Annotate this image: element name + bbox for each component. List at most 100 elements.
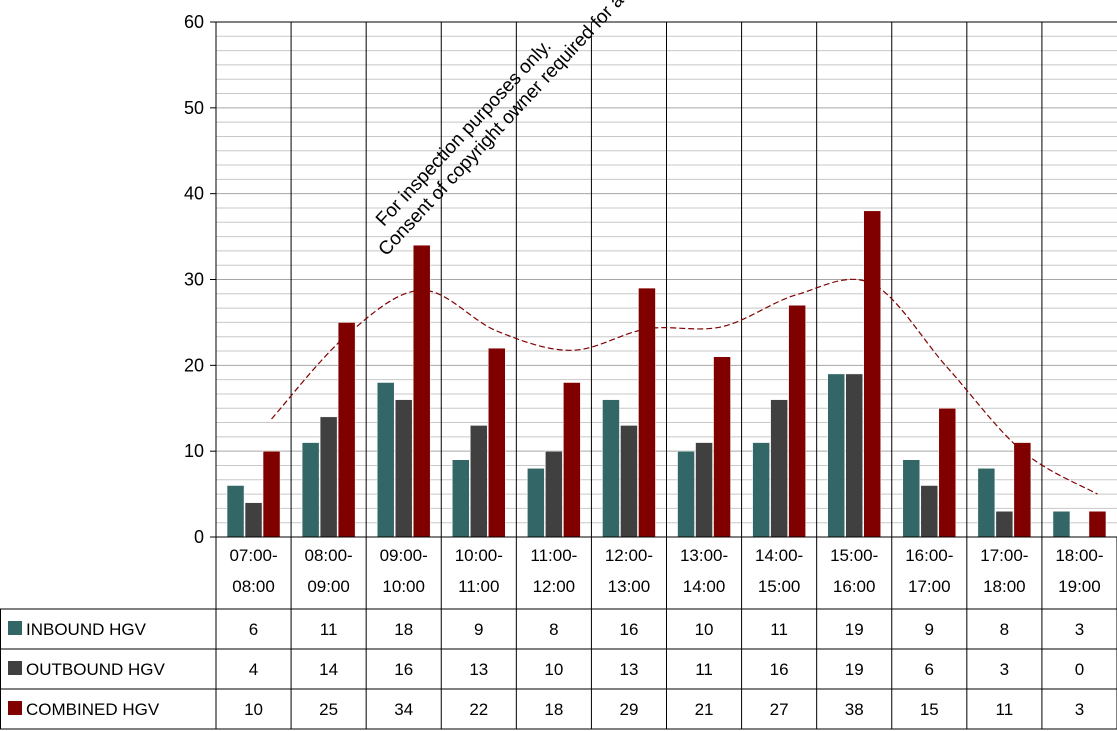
x-category-label: 09:00 <box>307 577 350 596</box>
table-row-label: COMBINED HGV <box>26 700 160 719</box>
x-category-label: 15:00- <box>830 546 878 565</box>
bar-inbound-hgv-3 <box>376 382 395 538</box>
x-category-label: 14:00- <box>755 546 803 565</box>
bar-outbound-hgv-7 <box>695 442 713 538</box>
table-cell: 29 <box>619 700 638 719</box>
x-category-label: 08:00 <box>232 577 275 596</box>
y-tick-label: 10 <box>184 441 204 461</box>
y-tick-label: 0 <box>194 527 204 547</box>
bar-outbound-hgv-9 <box>845 373 863 538</box>
table-cell: 18 <box>544 700 563 719</box>
table-cell: 3 <box>1075 620 1084 639</box>
x-category-label: 13:00- <box>680 546 728 565</box>
legend-key-inbound-hgv <box>8 621 22 635</box>
x-category-label: 10:00 <box>382 577 425 596</box>
table-cell: 13 <box>469 660 488 679</box>
table-cell: 25 <box>319 700 338 719</box>
combined-trendline <box>271 278 1098 495</box>
x-category-label: 09:00- <box>380 546 428 565</box>
x-category-label: 17:00- <box>980 546 1028 565</box>
bar-inbound-hgv-1 <box>226 485 245 538</box>
x-category-label: 19:00 <box>1058 577 1101 596</box>
x-category-label: 15:00 <box>758 577 801 596</box>
table-cell: 11 <box>695 660 713 679</box>
legend-key-outbound-hgv <box>8 661 22 675</box>
table-cell: 38 <box>845 700 864 719</box>
table-cell: 11 <box>770 620 788 639</box>
bar-combined-hgv-1 <box>262 450 281 538</box>
gridlines <box>216 21 1117 538</box>
table-cell: 18 <box>394 620 413 639</box>
bar-outbound-hgv-6 <box>620 425 638 538</box>
y-tick-label: 30 <box>184 270 204 290</box>
x-category-label: 13:00 <box>608 577 651 596</box>
bar-combined-hgv-2 <box>337 322 356 538</box>
bar-inbound-hgv-10 <box>902 459 921 538</box>
data-table: INBOUND HGV 6 11 18 9 8 16 10 11 19 9 8 3 OUTBOUND HG… <box>0 537 1117 730</box>
table-cell: 0 <box>1075 660 1084 679</box>
bar-combined-hgv-10 <box>938 408 957 538</box>
bar-outbound-hgv-4 <box>470 425 488 538</box>
y-tick-label: 40 <box>184 184 204 204</box>
table-cell: 10 <box>695 620 714 639</box>
x-category-label: 18:00- <box>1055 546 1103 565</box>
bar-outbound-hgv-1 <box>244 502 263 538</box>
y-tick-label: 20 <box>184 355 204 375</box>
table-cell: 8 <box>549 620 558 639</box>
x-category-label: 16:00- <box>905 546 953 565</box>
x-category-label: 16:00 <box>833 577 876 596</box>
table-row-label: INBOUND HGV <box>26 620 147 639</box>
watermark: For inspection purposes only. Consent of… <box>372 0 703 260</box>
bar-inbound-hgv-8 <box>752 442 770 538</box>
y-tick-label: 50 <box>184 98 204 118</box>
table-cell: 15 <box>920 700 939 719</box>
x-category-label: 08:00- <box>305 546 353 565</box>
bar-inbound-hgv-7 <box>677 450 695 538</box>
bar-inbound-hgv-6 <box>602 399 620 538</box>
trendline-layer <box>271 278 1098 495</box>
legend-key-combined-hgv <box>8 701 22 715</box>
bar-combined-hgv-11 <box>1013 442 1032 538</box>
bar-combined-hgv-5 <box>563 382 581 538</box>
table-cell: 3 <box>1000 660 1009 679</box>
table-cell: 6 <box>249 620 258 639</box>
bar-inbound-hgv-12 <box>1052 511 1071 538</box>
bar-combined-hgv-3 <box>412 244 431 538</box>
table-cell: 3 <box>1075 700 1084 719</box>
table-cell: 8 <box>1000 620 1009 639</box>
table-cell: 9 <box>925 620 934 639</box>
table-cell: 27 <box>770 700 789 719</box>
bar-combined-hgv-8 <box>788 305 806 538</box>
bar-inbound-hgv-11 <box>977 468 996 538</box>
bar-outbound-hgv-3 <box>394 399 413 538</box>
table-cell: 9 <box>474 620 483 639</box>
bar-combined-hgv-6 <box>638 287 656 538</box>
table-cell: 4 <box>249 660 258 679</box>
bar-inbound-hgv-5 <box>527 468 545 538</box>
bar-inbound-hgv-2 <box>301 442 320 538</box>
table-cell: 16 <box>770 660 789 679</box>
bar-outbound-hgv-5 <box>545 450 563 538</box>
x-category-label: 17:00 <box>908 577 951 596</box>
table-cell: 10 <box>244 700 263 719</box>
table-cell: 10 <box>544 660 563 679</box>
table-cell: 14 <box>319 660 338 679</box>
table-cell: 19 <box>845 660 864 679</box>
x-category-label: 07:00- <box>229 546 277 565</box>
x-category-label: 18:00 <box>983 577 1026 596</box>
x-category-label: 12:00 <box>533 577 576 596</box>
table-cell: 16 <box>394 660 413 679</box>
table-cell: 6 <box>925 660 934 679</box>
table-cell: 34 <box>394 700 413 719</box>
bar-combined-hgv-7 <box>713 356 731 538</box>
table-cell: 13 <box>619 660 638 679</box>
table-cell: 22 <box>469 700 488 719</box>
x-category-label: 11:00- <box>530 546 577 565</box>
bar-outbound-hgv-2 <box>319 416 338 538</box>
bar-outbound-hgv-10 <box>920 485 939 538</box>
x-category-label: 12:00- <box>605 546 653 565</box>
table-cell: 11 <box>320 620 338 639</box>
x-category-label: 14:00 <box>683 577 726 596</box>
bar-outbound-hgv-8 <box>770 399 788 538</box>
